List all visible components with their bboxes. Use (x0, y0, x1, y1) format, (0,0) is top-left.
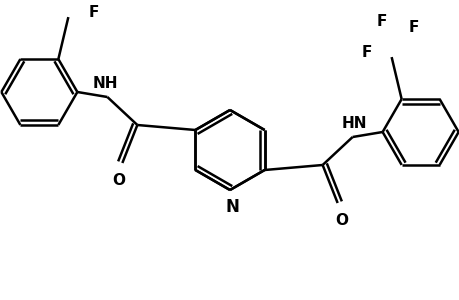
Text: F: F (375, 14, 386, 29)
Text: F: F (408, 20, 418, 35)
Text: NH: NH (92, 76, 118, 91)
Text: O: O (112, 173, 124, 188)
Text: F: F (88, 4, 99, 20)
Text: O: O (335, 213, 347, 228)
Text: F: F (360, 45, 371, 60)
Text: HN: HN (341, 116, 367, 131)
Text: N: N (224, 198, 238, 216)
